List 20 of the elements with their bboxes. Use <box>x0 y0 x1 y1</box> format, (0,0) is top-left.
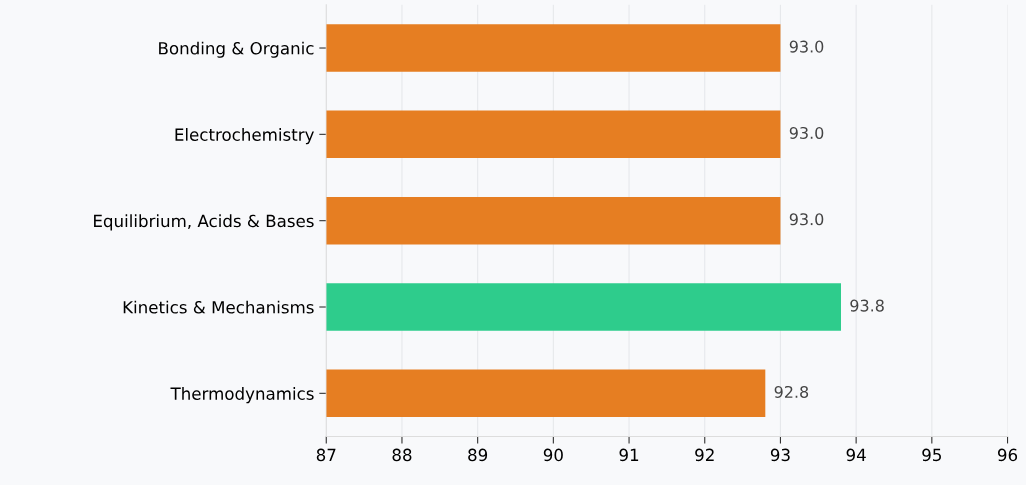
x-tick-label: 94 <box>846 448 866 462</box>
y-tick-label: Equilibrium, Acids & Bases <box>94 214 314 231</box>
x-tick-label: 91 <box>619 448 639 462</box>
y-tick-label: Bonding & Organic <box>159 41 314 58</box>
x-tick-label: 96 <box>997 448 1018 462</box>
data-label: 93.8 <box>850 299 884 312</box>
y-tick-label: Thermodynamics <box>170 387 314 404</box>
data-label: 93.0 <box>789 40 824 53</box>
x-tick-label: 93 <box>770 448 790 462</box>
x-tick-label: 95 <box>922 448 941 462</box>
data-label: 93.0 <box>789 126 824 139</box>
x-tick-label: 89 <box>468 448 488 462</box>
x-tick-label: 90 <box>543 448 563 462</box>
data-label: 93.0 <box>789 213 824 226</box>
x-tick-label: 87 <box>316 448 336 462</box>
y-tick-label: Kinetics & Mechanisms <box>123 300 314 314</box>
x-tick-label: 88 <box>392 448 412 462</box>
x-tick-label: 92 <box>695 448 714 462</box>
data-label: 92.8 <box>774 385 809 398</box>
y-tick-label: Electrochemistry <box>175 128 314 145</box>
